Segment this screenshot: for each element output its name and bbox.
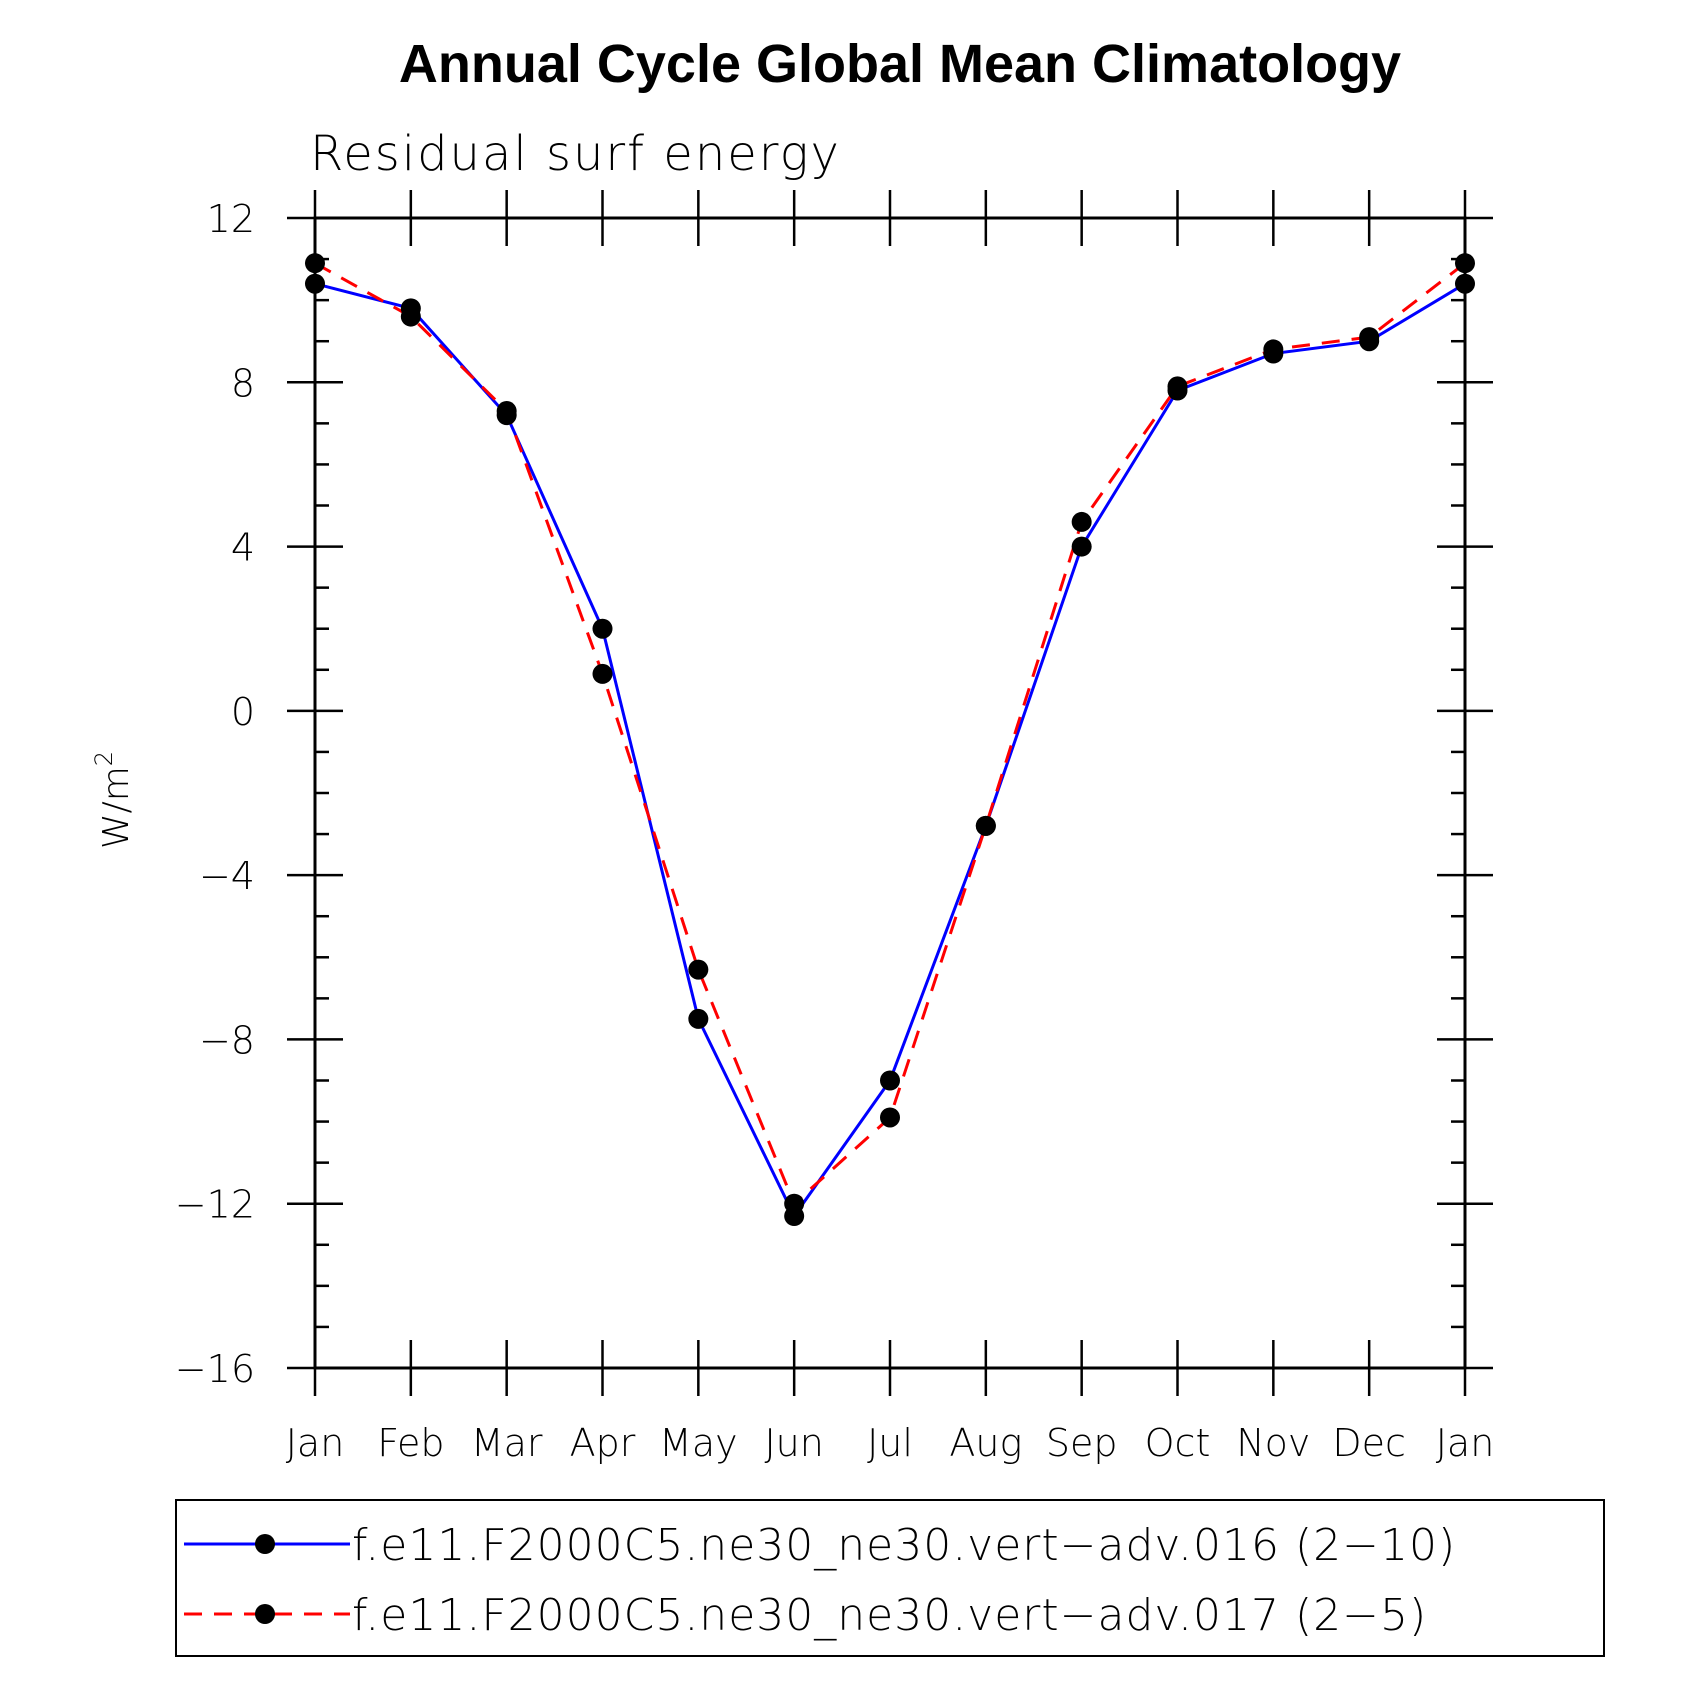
y-axis-label-text: W/m — [96, 766, 137, 849]
series-2-point — [975, 815, 996, 836]
series-2-point — [592, 663, 613, 684]
series-2-point — [1263, 339, 1284, 360]
legend-box — [175, 1499, 1605, 1657]
series-1-point — [1071, 536, 1092, 557]
chart-title: Annual Cycle Global Mean Climatology — [399, 34, 1401, 94]
series-1-point — [880, 1070, 900, 1091]
series-1-point — [1455, 273, 1475, 294]
series-layer — [305, 253, 1475, 1227]
legend-swatch-marker-2 — [255, 1604, 275, 1624]
series-2-point — [305, 253, 325, 274]
series-2-point — [688, 959, 709, 980]
x-tick-label: Oct — [1145, 1421, 1211, 1465]
x-tick-label: Feb — [377, 1421, 444, 1465]
series-line-2 — [314, 261, 1466, 1207]
y-axis-label: W/m2 — [90, 751, 137, 849]
y-tick-label: 0 — [231, 690, 255, 734]
x-tick-label: Mar — [471, 1421, 543, 1465]
series-2-point — [880, 1107, 900, 1128]
x-tick-label: Dec — [1332, 1421, 1406, 1465]
series-2-point — [400, 306, 421, 327]
series-2-point — [496, 401, 517, 422]
x-tick-label: Nov — [1236, 1421, 1310, 1465]
legend: f.e11.F2000C5.ne30_ne30.vert−adv.016 (2−… — [175, 1499, 1605, 1657]
legend-swatch-marker-1 — [255, 1534, 275, 1554]
series-2-point — [1071, 511, 1092, 532]
series-2-point — [784, 1193, 805, 1214]
y-tick-label: −4 — [199, 854, 255, 898]
series-1-point — [688, 1008, 709, 1029]
y-tick-label: −16 — [175, 1347, 255, 1391]
y-tick-label: −12 — [175, 1183, 255, 1227]
series-2-point — [1359, 327, 1380, 348]
legend-entry-2: f.e11.F2000C5.ne30_ne30.vert−adv.017 (2−… — [184, 1590, 1427, 1641]
y-axis: 12 8 4 0 −4 −8 −12 −16 — [175, 197, 1493, 1391]
series-2-point — [1167, 376, 1188, 397]
legend-entry-1: f.e11.F2000C5.ne30_ne30.vert−adv.016 (2−… — [184, 1520, 1456, 1571]
x-tick-label: Sep — [1046, 1421, 1118, 1465]
x-tick-label: Jan — [286, 1421, 345, 1465]
x-tick-label: Jul — [867, 1421, 913, 1465]
x-tick-label: Aug — [949, 1421, 1022, 1465]
x-tick-label: May — [659, 1421, 738, 1465]
chart-subtitle: Residual surf energy — [310, 126, 841, 182]
legend-label-1: f.e11.F2000C5.ne30_ne30.vert−adv.016 (2−… — [352, 1520, 1456, 1571]
series-1-point — [592, 618, 613, 639]
y-tick-label: −8 — [199, 1018, 255, 1062]
x-axis: Jan Feb Mar Apr May Jun Jul Aug Sep Oct Nov Dec Jan — [286, 190, 1495, 1465]
series-1-point — [305, 273, 325, 294]
y-tick-label: 8 — [231, 361, 255, 405]
y-axis-label-superscript: 2 — [90, 751, 118, 766]
y-tick-label: 12 — [207, 197, 255, 241]
x-tick-label: Jun — [764, 1421, 823, 1465]
x-tick-label: Apr — [570, 1421, 636, 1465]
y-tick-label: 4 — [231, 526, 255, 570]
series-2-point — [1455, 253, 1475, 274]
x-tick-label: Jan — [1436, 1421, 1495, 1465]
legend-label-2: f.e11.F2000C5.ne30_ne30.vert−adv.017 (2−… — [352, 1590, 1427, 1641]
